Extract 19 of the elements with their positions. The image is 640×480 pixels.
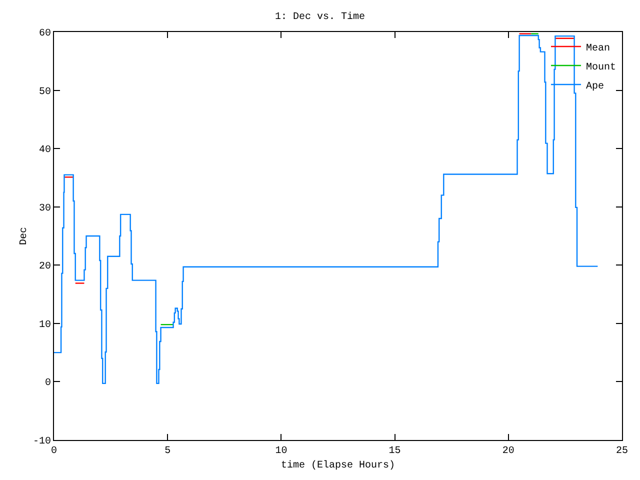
- x-tick-label: 15: [388, 446, 401, 457]
- x-axis-title: time (Elapse Hours): [280, 460, 396, 472]
- chart-title: 1: Dec vs. Time: [274, 11, 366, 23]
- y-tick-label: -10: [32, 436, 51, 448]
- y-axis-title: Dec: [18, 226, 30, 246]
- y-tick-label: 30: [38, 203, 51, 214]
- x-tick-label: 20: [502, 446, 514, 457]
- legend-label: Mount: [586, 62, 616, 74]
- y-tick-label: 50: [38, 86, 51, 98]
- x-tick-label: 10: [275, 446, 288, 457]
- y-tick-label: 60: [38, 28, 51, 40]
- y-tick-label: 20: [38, 262, 51, 273]
- x-tick-label: 25: [616, 446, 628, 457]
- x-tick-label: 5: [164, 446, 171, 457]
- y-tick-label: 10: [38, 320, 51, 331]
- legend-label: Mean: [586, 43, 610, 54]
- y-tick-label: 0: [44, 378, 51, 390]
- y-tick-label: 40: [38, 145, 51, 156]
- legend-label: Ape: [586, 81, 604, 92]
